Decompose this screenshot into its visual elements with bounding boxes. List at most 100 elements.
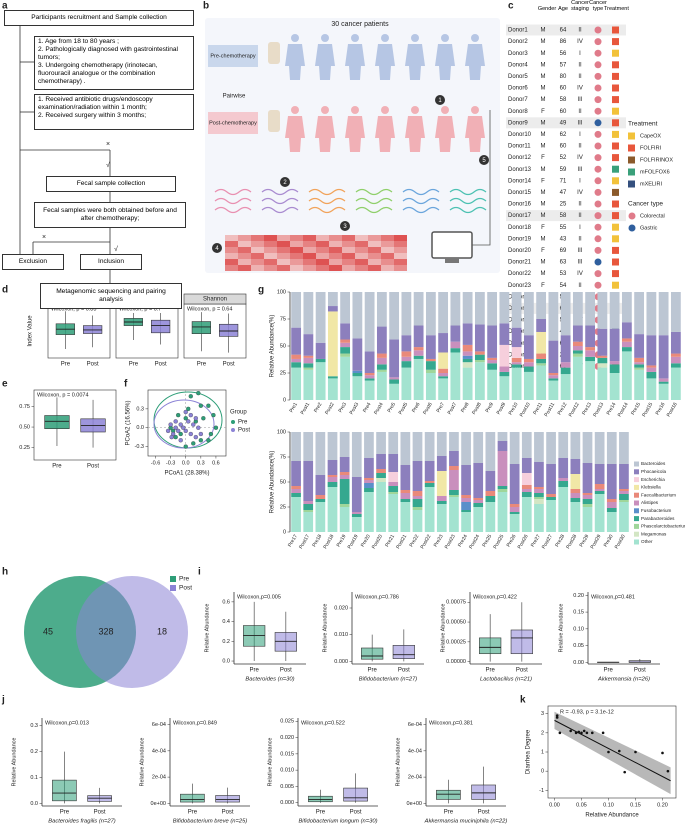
heatmap-cell	[316, 265, 329, 271]
heatmap-cell	[394, 265, 407, 271]
bar-segment	[449, 432, 459, 451]
donor-name: Donor6	[508, 86, 528, 92]
diagram-label: Pairwise	[223, 94, 246, 100]
bar-segment	[594, 489, 605, 491]
point	[193, 434, 198, 440]
bar-segment	[438, 292, 449, 334]
legend-label: CapeOX	[640, 133, 661, 139]
x-tick-label: Post3	[349, 401, 361, 415]
box	[215, 795, 240, 803]
dna-strand	[449, 188, 487, 196]
bar-segment	[315, 432, 326, 475]
gender: M	[541, 260, 546, 266]
y-tick-label: 0.0	[30, 801, 38, 807]
bar-segment	[570, 498, 581, 502]
bar-segment	[546, 432, 556, 464]
arrow	[472, 110, 491, 246]
x-tick-label: Pre28	[554, 533, 566, 548]
heatmap-cell	[316, 241, 329, 247]
venn-count: 328	[98, 626, 113, 636]
donor-name: Donor15	[508, 190, 532, 196]
bar-segment	[438, 376, 449, 379]
bar-segment	[462, 292, 473, 324]
y-axis-title: Relative Abundance	[395, 738, 401, 787]
x-tick-label: Pre18	[311, 533, 323, 548]
bar-segment	[425, 369, 436, 373]
x-tick-label: Post25	[492, 533, 505, 550]
heatmap-cell	[342, 235, 355, 241]
x-tick-label: Pre	[197, 362, 207, 368]
box	[436, 789, 461, 800]
staging: III	[577, 248, 582, 254]
y-axis-title: Relative Abundance	[139, 738, 145, 787]
bar-segment	[303, 512, 314, 532]
bar-segment	[388, 492, 399, 494]
x-tick-label: Post10	[519, 401, 532, 418]
gender: M	[541, 97, 546, 103]
bar-segment	[658, 335, 669, 379]
bar-segment	[351, 514, 362, 517]
x-tick-label: Post27	[541, 533, 554, 550]
y-tick-label: 0e+00	[151, 801, 166, 807]
point	[181, 425, 186, 430]
heatmap-cell	[238, 241, 251, 247]
flow-step: Inclusion	[80, 254, 142, 270]
bar-segment	[315, 502, 326, 532]
y-axis-title: PCoA2 (16.56%)	[126, 400, 132, 445]
bar-segment	[327, 475, 338, 477]
age: 86	[560, 39, 567, 45]
treatment	[612, 200, 619, 208]
person-head	[291, 106, 299, 114]
bar-segment	[351, 512, 362, 514]
person-head	[381, 34, 389, 42]
gender: M	[541, 271, 546, 277]
bar-segment	[509, 514, 520, 532]
bar-segment	[303, 355, 314, 358]
bar-segment	[558, 458, 569, 478]
annotation: R = -0.93, p = 3.1e-12	[560, 709, 614, 715]
box	[479, 637, 502, 655]
x-tick-label: Pre16	[655, 401, 667, 416]
x-tick-label: Pre	[61, 362, 71, 368]
bar-segment	[597, 367, 608, 400]
flow-mark: √	[114, 245, 118, 253]
table-header: Treatment	[604, 6, 629, 12]
x-tick-label: Pre7	[436, 401, 447, 413]
bar-segment	[400, 499, 411, 502]
legend-swatch	[634, 500, 639, 506]
heatmap-cell	[342, 259, 355, 265]
bar-segment	[339, 472, 350, 475]
point	[168, 422, 173, 427]
bar-segment	[388, 472, 399, 482]
x-tick-label: Post1	[300, 401, 312, 415]
heatmap-cell	[381, 247, 394, 253]
y-tick-label: 0.20	[573, 593, 584, 599]
gender: F	[541, 109, 545, 115]
point	[186, 406, 191, 412]
bar-segment	[509, 507, 520, 512]
staging: IV	[577, 271, 583, 277]
point	[173, 425, 178, 430]
legend-swatch	[231, 428, 235, 432]
person-body	[375, 44, 395, 80]
y-tick-label: 4e-04	[408, 748, 422, 754]
staging: III	[577, 97, 582, 103]
heatmap-cell	[303, 259, 316, 265]
heatmap-cell	[381, 241, 394, 247]
bar-segment	[461, 498, 471, 502]
bar-segment	[582, 463, 593, 493]
bar-segment	[658, 292, 669, 336]
x-tick-label: 0.3	[197, 460, 205, 466]
gender: M	[541, 213, 546, 219]
y-tick-label: 4e-04	[152, 748, 166, 754]
bar-segment	[511, 367, 522, 400]
heatmap-cell	[303, 253, 316, 259]
bar-segment	[536, 331, 547, 354]
y-tick-label: 75	[280, 454, 286, 460]
x-tick-label: Pre30	[603, 533, 615, 548]
bar-segment	[364, 480, 374, 483]
bar-segment	[499, 344, 510, 367]
bar-segment	[594, 432, 605, 464]
criterion: 2. Pathologically diagnosed with gastroi…	[38, 46, 179, 61]
bar-segment	[389, 379, 400, 384]
